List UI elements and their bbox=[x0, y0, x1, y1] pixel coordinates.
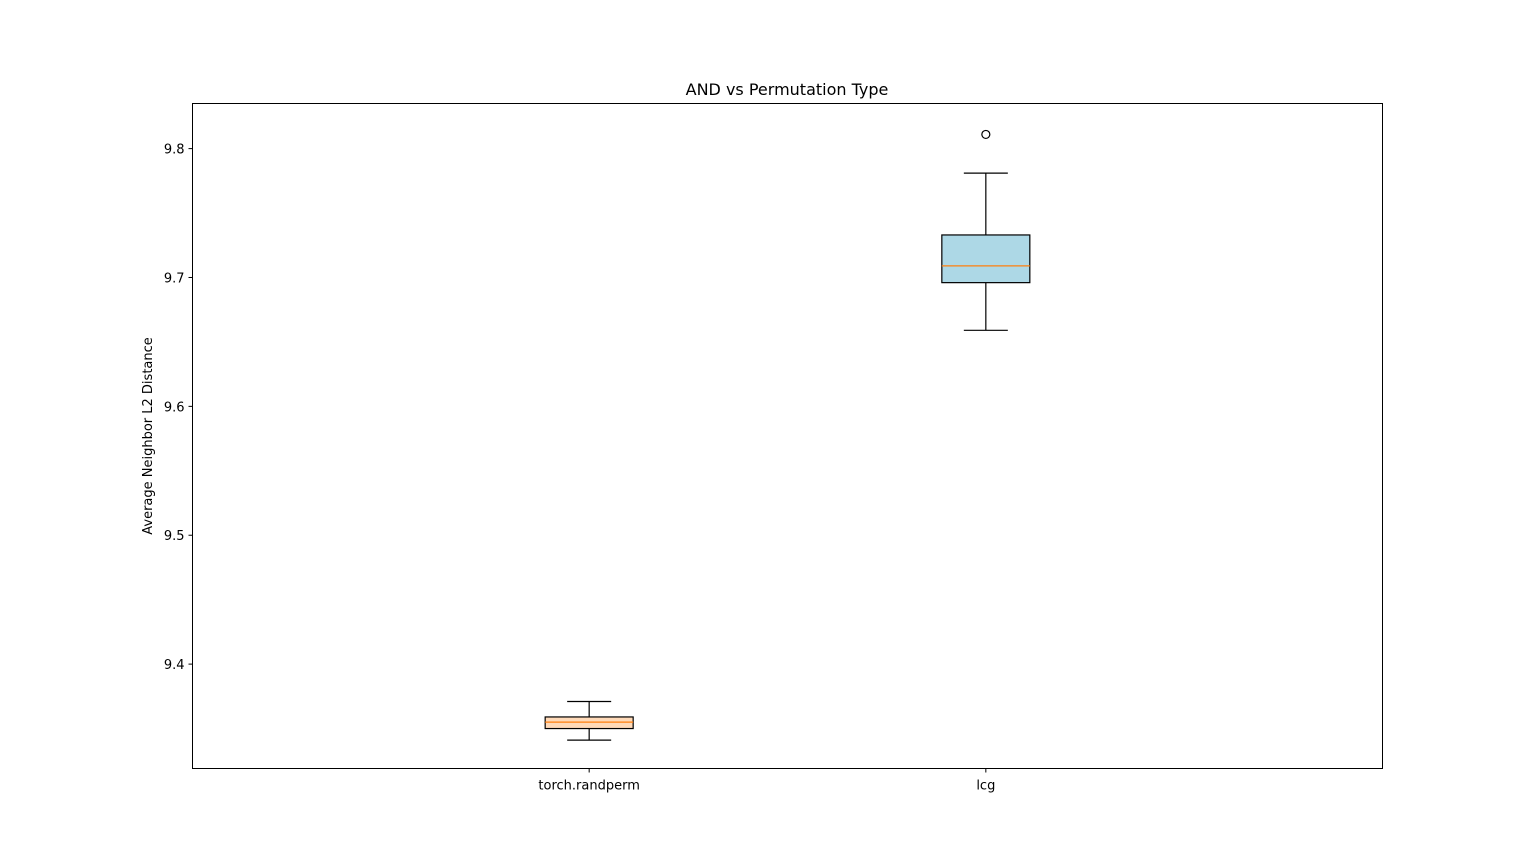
x-tick-label: torch.randperm bbox=[538, 779, 639, 794]
plot-frame bbox=[192, 103, 1383, 769]
y-tick-label: 9.6 bbox=[164, 400, 185, 415]
box-iqr bbox=[941, 234, 1031, 284]
x-tick-label: lcg bbox=[976, 779, 995, 794]
y-tick-label: 9.5 bbox=[164, 529, 185, 544]
box-iqr bbox=[544, 716, 634, 730]
y-tick-label: 9.7 bbox=[164, 271, 185, 286]
chart-title: AND vs Permutation Type bbox=[686, 80, 889, 99]
outlier-point bbox=[981, 129, 991, 140]
y-tick-label: 9.4 bbox=[164, 658, 185, 673]
plot-area: 9.4 9.5 9.6 9.7 9.8 torch.randperm lcg bbox=[164, 129, 1031, 794]
y-tick-label: 9.8 bbox=[164, 143, 185, 158]
y-axis-label: Average Neighbor L2 Distance bbox=[141, 337, 156, 535]
